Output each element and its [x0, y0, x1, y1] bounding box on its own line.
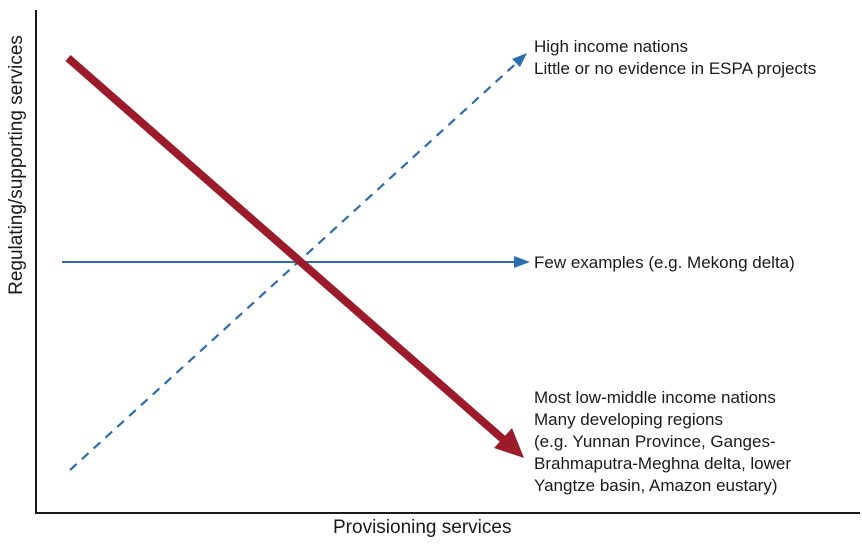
few-examples-line-1: Few examples (e.g. Mekong delta)	[534, 253, 795, 272]
high-income-arrowhead	[512, 53, 527, 67]
high-income-label: High income nations Little or no evidenc…	[534, 36, 816, 80]
high-income-line-1: High income nations	[534, 37, 689, 56]
y-axis-label: Regulating/supporting services	[6, 35, 27, 295]
low-income-line-1: Most low-middle income nations	[534, 388, 776, 407]
low-income-line-4: Brahmaputra-Meghna delta, lower	[534, 454, 792, 473]
low-income-line-2: Many developing regions	[534, 410, 724, 429]
few-examples-label: Few examples (e.g. Mekong delta)	[534, 252, 795, 274]
high-income-arrow	[69, 57, 523, 471]
low-income-arrowhead	[494, 428, 524, 458]
x-axis-label: Provisioning services	[333, 517, 512, 538]
low-income-line-5: Yangtze basin, Amazon eustary)	[534, 476, 778, 495]
high-income-line-2: Little or no evidence in ESPA projects	[534, 59, 817, 78]
low-income-label: Most low-middle income nations Many deve…	[534, 387, 791, 497]
few-examples-arrowhead	[514, 256, 530, 268]
low-income-arrow	[65, 54, 508, 445]
low-income-line-3: (e.g. Yunnan Province, Ganges-	[534, 432, 776, 451]
